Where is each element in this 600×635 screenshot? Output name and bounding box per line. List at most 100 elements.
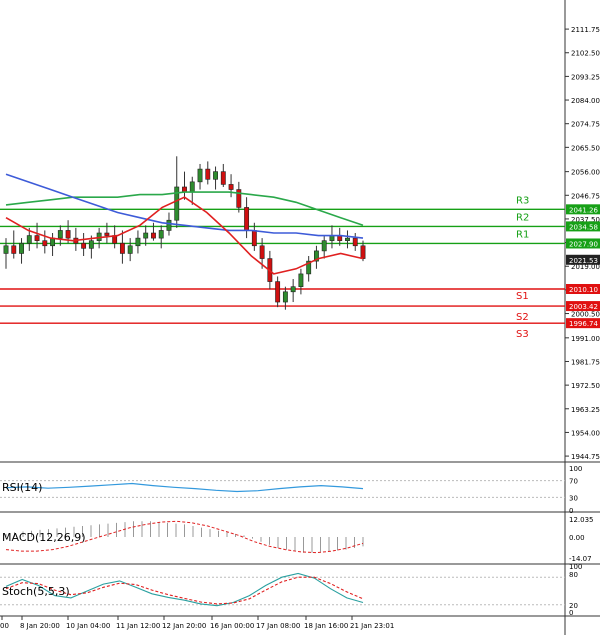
candle-down bbox=[244, 207, 250, 231]
candle-up bbox=[135, 237, 141, 247]
x-tick-label: 12 Jan 20:00 bbox=[162, 622, 206, 630]
main-chart-pane: 2111.75 2102.50 2093.25 2084.00 2074.75 2065.… bbox=[0, 26, 600, 461]
candle-down bbox=[259, 245, 265, 259]
price-tag-bg bbox=[566, 238, 600, 249]
candle-up bbox=[345, 237, 350, 241]
candle-up bbox=[127, 245, 133, 254]
candle-up bbox=[26, 235, 32, 244]
y-tick-label: 2000.50 bbox=[571, 311, 600, 319]
candle-up bbox=[282, 291, 288, 303]
y-tick-label: 2074.75 bbox=[571, 121, 600, 129]
rsi-label: RSI(14) bbox=[2, 481, 42, 494]
price-tag: 2034.58 bbox=[569, 223, 598, 231]
stoch-label: Stoch(5,5,3) bbox=[2, 585, 70, 598]
ma-green-line bbox=[5, 191, 364, 227]
candle-up bbox=[290, 286, 296, 293]
level-label-s3: S3 bbox=[516, 329, 529, 340]
candle-up bbox=[321, 240, 327, 252]
price-tag-bg bbox=[566, 283, 600, 294]
y-tick-label: 2084.00 bbox=[571, 97, 600, 105]
candle-up bbox=[197, 168, 203, 183]
rsi-pane: 100 70 30 0 bbox=[0, 465, 582, 515]
macd-pane: 12.035 0.00 -14.07 bbox=[5, 516, 594, 563]
candle-up bbox=[158, 230, 164, 239]
rsi-line bbox=[5, 482, 364, 493]
y-tick-label: 2046.75 bbox=[571, 192, 600, 200]
stoch-d-line bbox=[5, 576, 364, 605]
candle-down bbox=[151, 232, 156, 239]
level-label-r2: R2 bbox=[516, 212, 529, 223]
x-tick-label: 21 Jan 23:01 bbox=[350, 622, 394, 630]
price-tag: 2041.26 bbox=[569, 206, 598, 214]
candle-down bbox=[104, 232, 110, 236]
x-tick-label: 00 bbox=[0, 622, 9, 630]
x-tick-label: 18 Jan 16:00 bbox=[304, 622, 348, 630]
stoch-tick-label: 0 bbox=[569, 609, 573, 617]
candle-down bbox=[11, 245, 17, 254]
candle-down bbox=[220, 171, 226, 185]
level-label-r3: R3 bbox=[516, 195, 529, 206]
x-tick-label: 8 Jan 20:00 bbox=[20, 622, 60, 630]
rsi-tick-label: 100 bbox=[569, 465, 582, 473]
y-tick-label: 2111.75 bbox=[571, 26, 600, 34]
price-tag-bg bbox=[566, 221, 600, 232]
candle-up bbox=[88, 240, 94, 249]
macd-tick-label: 12.035 bbox=[569, 516, 594, 524]
y-tick-label: 1963.25 bbox=[571, 406, 600, 414]
x-axis: 00 8 Jan 20:00 10 Jan 04:00 11 Jan 12:00 12 … bbox=[0, 616, 394, 630]
candle-up bbox=[298, 273, 304, 287]
price-tag: 2010.10 bbox=[569, 286, 598, 294]
macd-tick-label: 0.00 bbox=[569, 534, 585, 542]
candle-down bbox=[81, 242, 87, 249]
y-tick-label: 1972.50 bbox=[571, 382, 600, 390]
price-tag: 2003.42 bbox=[569, 303, 598, 311]
price-tag: 1996.74 bbox=[569, 320, 598, 328]
candle-up bbox=[143, 232, 149, 239]
candle-down bbox=[42, 240, 48, 247]
price-tag-bg bbox=[566, 254, 600, 265]
price-tag-bg bbox=[566, 318, 600, 329]
y-tick-label: 2093.25 bbox=[571, 73, 600, 81]
y-tick-label: 2065.50 bbox=[571, 144, 600, 152]
x-tick-label: 10 Jan 04:00 bbox=[66, 622, 110, 630]
candle-down bbox=[205, 168, 211, 180]
candle-down bbox=[228, 184, 234, 190]
y-tick-label: 1981.75 bbox=[571, 358, 600, 366]
candle-up bbox=[57, 230, 63, 239]
candle-down bbox=[65, 230, 71, 239]
candle-down bbox=[236, 189, 242, 208]
level-label-r1: R1 bbox=[516, 229, 529, 240]
rsi-tick-label: 30 bbox=[569, 494, 578, 502]
stoch-tick-label: 100 bbox=[569, 563, 582, 571]
price-tag: 2027.90 bbox=[569, 240, 598, 248]
candle-down bbox=[275, 281, 281, 303]
rsi-tick-label: 70 bbox=[569, 478, 578, 486]
y-tick-label: 1954.00 bbox=[571, 429, 600, 437]
rsi-tick-label: 0 bbox=[569, 507, 573, 515]
candle-up bbox=[213, 171, 218, 180]
price-tag: 2021.53 bbox=[569, 257, 598, 265]
stoch-k-line bbox=[5, 572, 364, 607]
candle-up bbox=[166, 219, 172, 231]
level-label-s1: S1 bbox=[516, 291, 529, 302]
candle-up bbox=[174, 186, 180, 221]
y-tick-label: 2102.50 bbox=[571, 50, 600, 58]
stoch-tick-label: 20 bbox=[569, 602, 578, 610]
ma-blue-line bbox=[5, 173, 364, 239]
candle-down bbox=[352, 237, 358, 247]
candle-down bbox=[34, 235, 40, 241]
x-tick-label: 17 Jan 08:00 bbox=[256, 622, 300, 630]
candle-down bbox=[251, 230, 257, 247]
candle-up bbox=[189, 181, 195, 193]
x-tick-label: 11 Jan 12:00 bbox=[116, 622, 160, 630]
candle-down bbox=[119, 242, 125, 254]
candle-up bbox=[314, 250, 319, 262]
price-tag-bg bbox=[566, 301, 600, 312]
y-tick-label: 2019.00 bbox=[571, 263, 600, 271]
y-tick-label: 2056.00 bbox=[571, 169, 600, 177]
macd-label: MACD(12,26,9) bbox=[2, 531, 86, 544]
x-tick-label: 16 Jan 00:00 bbox=[210, 622, 254, 630]
price-tag-bg bbox=[566, 204, 600, 215]
